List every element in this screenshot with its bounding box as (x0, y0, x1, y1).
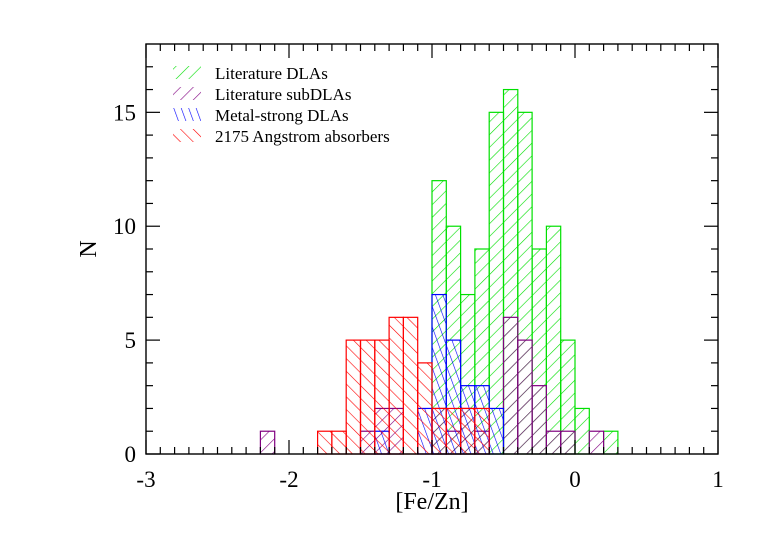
legend-swatch (173, 66, 201, 79)
y-tick-label: 5 (125, 328, 137, 353)
legend-swatch (173, 129, 201, 142)
histogram-bar (545, 430, 562, 455)
axis-ticks (145, 44, 719, 455)
histogram-bar (588, 430, 605, 455)
histogram-bar (488, 111, 505, 455)
legend-swatch (173, 87, 201, 100)
legend-swatch (173, 108, 201, 121)
x-tick-label: -3 (136, 467, 155, 492)
legend: Literature DLAs Literature subDLAs Metal-s… (173, 64, 390, 146)
y-axis-label: N (76, 240, 102, 257)
histogram-bar (331, 430, 347, 455)
histogram-bar (560, 430, 576, 455)
histogram-bar (574, 407, 590, 455)
x-tick-label: 0 (569, 467, 581, 492)
legend-item: 2175 Angstrom absorbers (173, 127, 390, 146)
x-tick-label: -2 (279, 467, 298, 492)
legend-label: Literature DLAs (215, 64, 328, 83)
legend-label: Metal-strong DLAs (215, 106, 349, 125)
y-tick-label: 10 (113, 214, 136, 239)
histogram-bar (545, 225, 562, 455)
histogram-bar (602, 430, 619, 455)
histogram-bar (474, 407, 490, 455)
histogram-bar (488, 407, 505, 455)
histogram-bar (345, 339, 362, 455)
x-tick-label: -1 (422, 467, 441, 492)
histogram-bar (359, 339, 376, 455)
legend-item: Literature DLAs (173, 64, 328, 83)
histogram-bar (431, 407, 447, 455)
histogram-bar (388, 316, 405, 455)
histogram-bar (445, 407, 462, 455)
histogram-bar (502, 316, 519, 455)
y-tick-label: 15 (113, 100, 136, 125)
series-2175-angstrom-absorbers (317, 316, 490, 455)
histogram-bar (417, 362, 433, 455)
histogram-bar (317, 430, 333, 455)
histogram-bars (259, 88, 619, 455)
legend-item: Literature subDLAs (173, 85, 351, 104)
histogram-bar (259, 430, 276, 455)
x-axis-label: [Fe/Zn] (395, 489, 468, 515)
histogram-bar (460, 407, 476, 455)
histogram-bar (402, 316, 419, 455)
legend-label: Literature subDLAs (215, 85, 351, 104)
histogram-bar (374, 339, 390, 455)
x-tick-label: 1 (712, 467, 724, 492)
legend-label: 2175 Angstrom absorbers (215, 127, 390, 146)
histogram-bar (531, 385, 547, 455)
histogram-bar (517, 339, 533, 455)
legend-item: Metal-strong DLAs (173, 106, 349, 125)
y-tick-label: 0 (125, 442, 137, 467)
